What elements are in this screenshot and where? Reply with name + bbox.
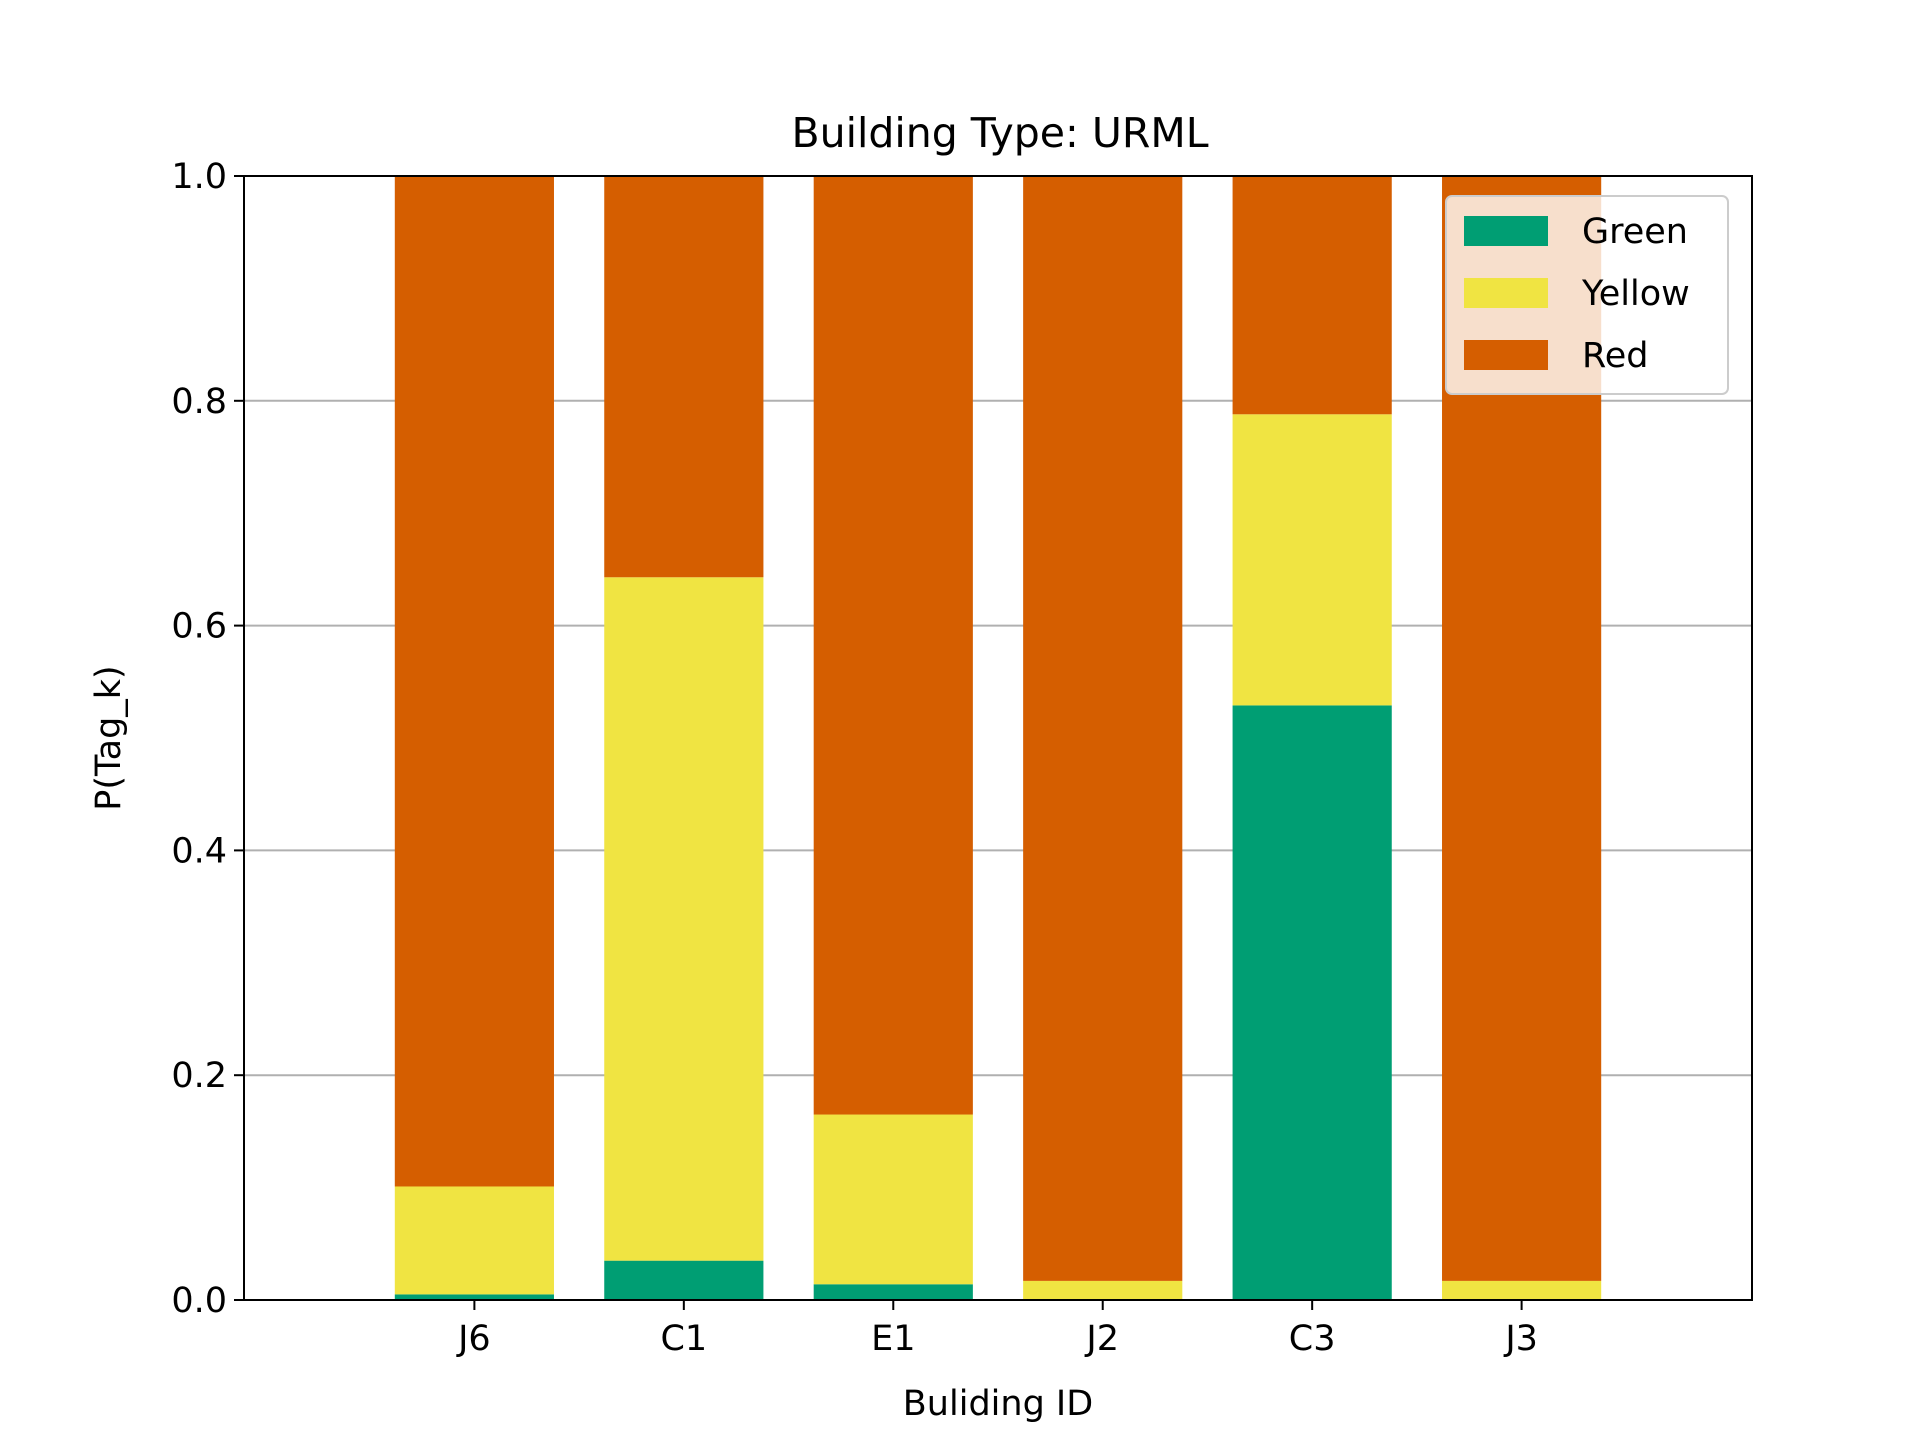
legend-label-red: Red [1582, 336, 1649, 376]
bar-red-j2 [1023, 176, 1183, 1281]
legend: Green Yellow Red [1445, 195, 1729, 395]
y-tick-label: 0.6 [171, 607, 227, 647]
legend-swatch-red [1464, 340, 1548, 370]
x-tick-label: J3 [1503, 1319, 1538, 1359]
y-tick-label: 0.2 [171, 1056, 227, 1096]
bar-green-c1 [604, 1260, 764, 1300]
bars [394, 176, 1602, 1300]
plot-frame [243, 175, 1753, 1301]
legend-swatch-green [1464, 216, 1548, 246]
bar-red-j6 [394, 176, 554, 1187]
x-tick-label: E1 [871, 1319, 915, 1359]
y-axis-ticks: 0.0 0.2 0.4 0.6 0.8 1.0 [171, 157, 244, 1321]
y-tick-label: 0.8 [171, 382, 227, 422]
bar-green-c3 [1232, 705, 1392, 1300]
bar-red-c3 [1232, 176, 1392, 415]
legend-label-green: Green [1582, 212, 1688, 252]
x-axis-ticks: J6 C1 E1 J2 C3 J3 [456, 1300, 1538, 1359]
legend-label-yellow: Yellow [1581, 274, 1690, 314]
bar-yellow-j6 [394, 1186, 554, 1295]
bar-red-c1 [604, 176, 764, 578]
chart-title: Building Type: URML [791, 109, 1208, 157]
x-tick-label: J2 [1084, 1319, 1119, 1359]
bar-green-j6 [394, 1294, 554, 1300]
bar-yellow-j2 [1023, 1280, 1183, 1300]
bar-green-e1 [813, 1284, 973, 1300]
x-tick-label: C3 [1289, 1319, 1336, 1359]
y-axis-label: P(Tag_k) [89, 665, 129, 810]
y-tick-label: 0.0 [171, 1281, 227, 1321]
x-tick-label: J6 [456, 1319, 491, 1359]
y-tick-label: 1.0 [171, 157, 227, 197]
y-tick-label: 0.4 [171, 831, 227, 871]
bar-yellow-e1 [813, 1114, 973, 1285]
bar-yellow-j3 [1442, 1280, 1602, 1300]
legend-swatch-yellow [1464, 278, 1548, 308]
x-axis-label: Buliding ID [903, 1384, 1093, 1424]
x-tick-label: C1 [660, 1319, 707, 1359]
bar-red-e1 [813, 176, 973, 1115]
bar-yellow-c3 [1232, 414, 1392, 706]
bar-yellow-c1 [604, 577, 764, 1261]
